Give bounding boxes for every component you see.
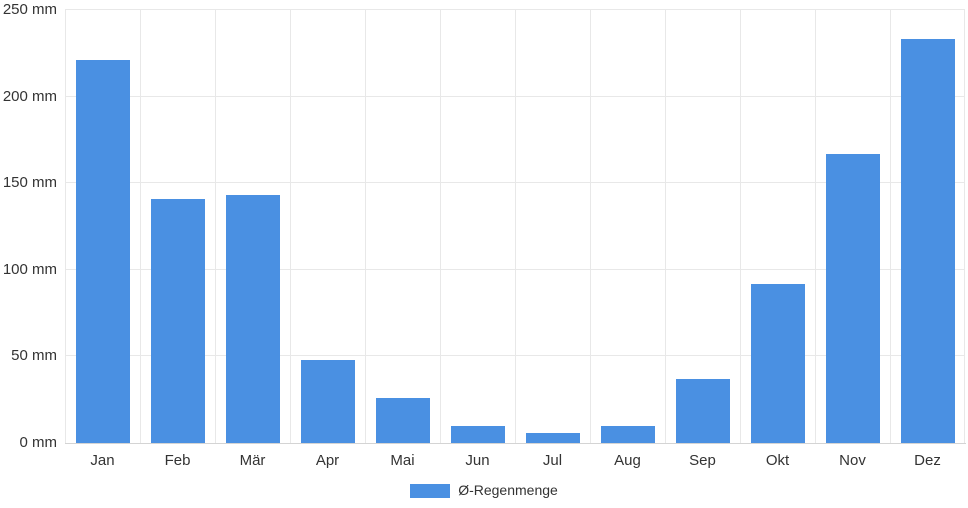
bar-okt[interactable] [750, 283, 805, 443]
bar-jan[interactable] [75, 60, 130, 443]
x-axis-tick-label: Mai [390, 452, 415, 469]
legend-swatch [410, 483, 451, 498]
gridline-horizontal [65, 9, 965, 10]
x-axis-tick-label: Jun [465, 452, 490, 469]
y-axis-tick-label: 200 mm [2, 87, 57, 105]
bar-nov[interactable] [825, 153, 880, 443]
legend-item-regenmenge[interactable]: Ø-Regenmenge [0, 482, 968, 499]
x-axis-tick-label: Nov [839, 452, 866, 469]
y-axis-tick-label: 0 mm [19, 434, 58, 451]
plot-area [65, 9, 965, 443]
bar-jun[interactable] [450, 425, 505, 443]
bar-jul[interactable] [525, 432, 580, 443]
x-axis-tick-label: Aug [614, 452, 641, 469]
x-axis-tick-label: Okt [765, 452, 790, 469]
gridline-vertical [214, 10, 216, 443]
bar-dez[interactable] [900, 39, 955, 443]
gridline-vertical [889, 10, 891, 443]
y-axis-tick-label: 250 mm [2, 1, 57, 18]
y-axis-tick-label: 150 mm [2, 174, 57, 192]
x-axis-line [65, 443, 966, 444]
y-axis-tick-label: 50 mm [11, 347, 57, 365]
gridline-vertical [964, 10, 965, 443]
bar-mär[interactable] [225, 195, 280, 443]
bar-aug[interactable] [600, 425, 655, 443]
gridline-vertical [740, 10, 741, 443]
gridline-vertical [515, 10, 516, 443]
x-axis-labels: Jan Feb Mär Apr Mai Jun Jul Aug Sep Okt Nov Dez [65, 452, 965, 470]
gridline-vertical [139, 10, 141, 443]
gridline-vertical [815, 10, 816, 443]
gridline-vertical [440, 10, 441, 443]
legend-label: Ø-Regenmenge [458, 482, 558, 498]
x-axis-tick-label: Jan [90, 452, 115, 469]
gridline-vertical [664, 10, 666, 443]
gridline-vertical [590, 10, 591, 443]
gridline-vertical [290, 10, 291, 443]
x-axis-tick-label: Apr [315, 452, 340, 469]
y-axis-tick-label: 100 mm [2, 260, 57, 278]
x-axis-tick-label: Sep [689, 452, 716, 469]
x-axis-tick-label: Jul [542, 452, 563, 469]
bar-sep[interactable] [675, 378, 730, 443]
bar-apr[interactable] [300, 359, 355, 443]
gridline-vertical [364, 10, 366, 443]
x-axis-tick-label: Mär [239, 452, 266, 469]
gridline-vertical [65, 10, 66, 443]
x-axis-tick-label: Feb [164, 452, 191, 469]
bar-mai[interactable] [375, 397, 430, 443]
x-axis-tick-label: Dez [914, 452, 941, 469]
bar-feb[interactable] [150, 198, 205, 443]
